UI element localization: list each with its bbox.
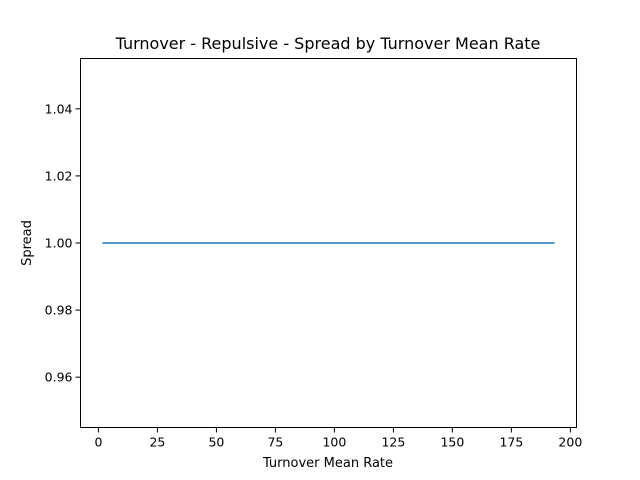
x-tick-label: 50: [208, 435, 224, 450]
x-tick-label: 125: [381, 435, 405, 450]
chart-title: Turnover - Repulsive - Spread by Turnove…: [115, 34, 541, 53]
plot-frame: [80, 58, 577, 428]
x-tick-label: 0: [94, 435, 102, 450]
x-axis-label: Turnover Mean Rate: [262, 456, 393, 471]
y-axis: 0.96 0.98 1.00 1.02 1.04: [45, 101, 81, 385]
x-tick-label: 150: [440, 435, 464, 450]
y-tick-label: 0.98: [45, 303, 73, 318]
y-tick-label: 0.96: [45, 370, 73, 385]
y-tick-label: 1.00: [45, 236, 73, 251]
y-tick-label: 1.04: [45, 101, 73, 116]
y-tick-label: 1.02: [45, 168, 73, 183]
x-tick-label: 100: [322, 435, 346, 450]
x-tick-label: 25: [149, 435, 165, 450]
x-axis: 0 25 50 75 100 125 150 175 200: [94, 427, 582, 450]
y-axis-label: Spread: [20, 220, 35, 266]
x-tick-label: 200: [558, 435, 582, 450]
x-tick-label: 75: [267, 435, 283, 450]
x-tick-label: 175: [499, 435, 523, 450]
